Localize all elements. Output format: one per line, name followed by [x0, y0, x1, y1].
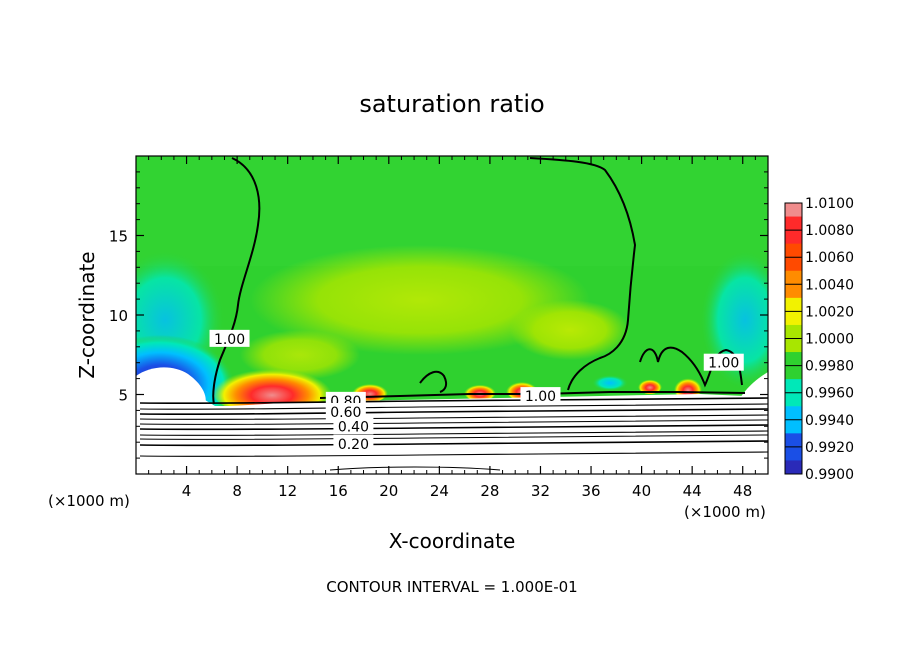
colorbar-swatch: [785, 284, 802, 299]
x-tick-label-16: 16: [329, 482, 348, 500]
contour-0-25: [139, 434, 768, 440]
colorbar-swatch: [785, 365, 802, 380]
contour-label-1: 1.00: [525, 389, 556, 405]
chart-title: saturation ratio: [359, 90, 544, 118]
contour-lines: [139, 157, 768, 471]
colorbar-swatch: [785, 419, 802, 434]
contour-1-00-top: [529, 157, 637, 391]
contour-0-20: [139, 440, 768, 447]
x-tick-label-28: 28: [480, 482, 499, 500]
colorbar-label-4: 1.0020: [805, 304, 854, 320]
moist-patch-4: [674, 376, 702, 400]
contour-1-00-left: [212, 157, 261, 405]
x-tick-label-32: 32: [531, 482, 550, 500]
y-tick-label-15: 15: [109, 228, 128, 246]
blank-region-right: [740, 372, 768, 405]
y-tick-label-10: 10: [109, 307, 128, 325]
colorbar-swatch: [785, 216, 802, 231]
colorbar-label-5: 1.0000: [805, 332, 854, 348]
colorbar-swatch: [785, 243, 802, 258]
contour-label-bg: [333, 417, 374, 435]
x-axis-label: X-coordinate: [389, 529, 516, 553]
colorbar-swatch: [785, 379, 802, 394]
colorbar-label-1: 1.0080: [805, 223, 854, 239]
contour-0-50: [139, 414, 768, 420]
colorbar-swatch: [785, 230, 802, 245]
contour-0-45: [139, 419, 768, 425]
x-tick-label-36: 36: [581, 482, 600, 500]
colorbar-swatch: [785, 311, 802, 326]
colorbar-swatch: [785, 257, 802, 272]
colorbar-label-7: 0.9960: [805, 386, 854, 402]
contour-label-bg: [703, 353, 744, 371]
contour-label-0: 1.00: [214, 332, 245, 348]
colorbar-label-6: 0.9980: [805, 359, 854, 375]
saturation-field: 1.001.001.000.800.600.400.20: [136, 156, 768, 474]
contour-label-bg: [209, 329, 250, 347]
colorbar-swatch: [785, 433, 802, 448]
colorbar-label-8: 0.9940: [805, 413, 854, 429]
y-axis-label: Z-coordinate: [75, 251, 99, 378]
contour-0-70: [139, 403, 768, 410]
contour-0-60: [139, 408, 768, 416]
contour-1-00-mid: [419, 370, 448, 393]
contour-1-00-right: [639, 346, 743, 388]
colorbar-label-2: 1.0060: [805, 250, 854, 266]
x-tick-label-44: 44: [683, 482, 702, 500]
colorbar-swatch: [785, 270, 802, 285]
colorbar-label-9: 0.9920: [805, 440, 854, 456]
x-axis-unit-left: (×1000 m): [48, 492, 130, 510]
colorbar-swatch: [785, 352, 802, 367]
contour-label-6: 0.20: [338, 437, 369, 453]
x-axis: 4 8 12 16 20 24 28 32 36 40 44 48: [148, 156, 756, 500]
contour-0-30: [139, 430, 768, 436]
lime-region-center: [250, 245, 590, 355]
colorbar-swatch: [785, 406, 802, 421]
x-axis-unit-right: (×1000 m): [684, 503, 766, 521]
y-tick-label-5: 5: [118, 387, 128, 405]
contour-interval-note: CONTOUR INTERVAL = 1.000E-01: [326, 578, 577, 596]
contour-0-10: [139, 451, 768, 457]
moist-patch-2: [464, 383, 496, 401]
colorbar-swatch: [785, 203, 802, 218]
colorbar-swatch: [785, 324, 802, 339]
x-tick-label-4: 4: [182, 482, 192, 500]
colorbar-label-10: 0.9900: [805, 467, 854, 483]
contour-0-40: [139, 424, 768, 431]
x-tick-label-12: 12: [278, 482, 297, 500]
contour-0-80: [139, 397, 768, 405]
contour-0-05: [329, 466, 501, 471]
x-tick-label-40: 40: [632, 482, 651, 500]
cyan-patch-36: [592, 375, 628, 391]
contour-label-4: 0.60: [330, 405, 361, 421]
colorbar-swatch: [785, 446, 802, 461]
contour-label-bg: [325, 402, 366, 420]
x-tick-label-8: 8: [232, 482, 242, 500]
x-tick-label-48: 48: [733, 482, 752, 500]
contour-label-2: 1.00: [708, 356, 739, 372]
contour-label-bg: [520, 387, 561, 405]
colorbar-swatch: [785, 460, 802, 475]
lime-region-right: [510, 300, 630, 360]
colorbar-swatch: [785, 297, 802, 312]
colorbar: 1.0100 1.0080 1.0060 1.0040 1.0020 1.0000 0.99…: [784, 196, 854, 483]
contour-label-bg: [333, 434, 374, 452]
x-tick-label-24: 24: [430, 482, 449, 500]
contour-label-5: 0.40: [338, 419, 369, 435]
colorbar-swatch: [785, 392, 802, 407]
contour-labels: 1.001.001.000.800.600.400.20: [209, 329, 744, 453]
colorbar-label-3: 1.0040: [805, 277, 854, 293]
colorbar-swatch: [785, 338, 802, 353]
y-axis: 5 10 15: [109, 171, 768, 459]
moist-patch-5: [638, 378, 662, 394]
x-tick-label-20: 20: [379, 482, 398, 500]
blank-region-left: [136, 367, 206, 405]
colorbar-label-0: 1.0100: [805, 196, 854, 212]
